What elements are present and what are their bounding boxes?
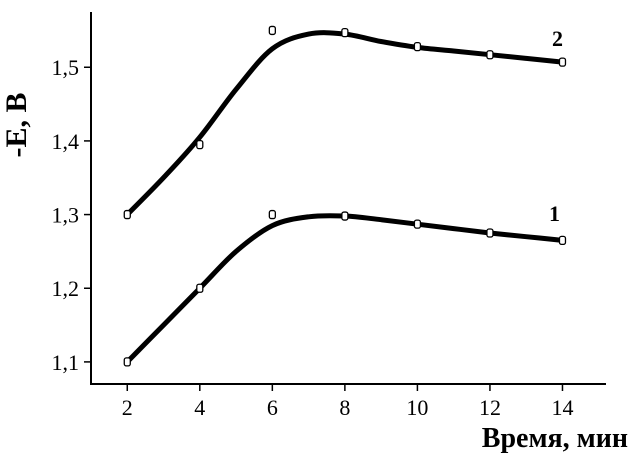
y-tick-label: 1,3 <box>52 203 80 228</box>
y-tick-label: 1,2 <box>52 276 80 301</box>
axes <box>90 12 606 385</box>
x-tick-label: 4 <box>194 395 205 420</box>
data-point-series-2 <box>413 41 422 52</box>
y-tick-label: 1,5 <box>52 55 80 80</box>
series-markers <box>123 25 567 367</box>
data-point-series-1 <box>196 283 204 293</box>
x-tick-label: 2 <box>122 395 133 420</box>
x-axis-title: Время, мин <box>482 423 628 454</box>
series-curves <box>124 30 565 365</box>
series-label-1: 1 <box>549 201 560 226</box>
series-line-1 <box>124 213 565 365</box>
data-point-series-2 <box>341 27 349 38</box>
series-label-2: 2 <box>552 26 563 51</box>
y-axis-title: -E, В <box>0 92 33 157</box>
x-tick-label: 6 <box>267 395 278 420</box>
data-point-series-2 <box>558 57 567 67</box>
x-tick-label: 10 <box>406 395 428 420</box>
data-point-series-1 <box>486 228 494 238</box>
data-point-series-1 <box>413 219 422 229</box>
data-point-series-2 <box>268 25 276 36</box>
data-point-series-2 <box>486 50 494 60</box>
data-point-series-1 <box>268 209 276 220</box>
data-point-series-1 <box>558 235 567 246</box>
data-point-series-2 <box>123 209 131 220</box>
y-tick-label: 1,1 <box>52 350 80 375</box>
data-point-series-2 <box>196 139 204 150</box>
series-line-2 <box>124 30 565 218</box>
x-tick-label: 12 <box>479 395 501 420</box>
data-point-series-1 <box>123 357 131 367</box>
x-tick-label: 8 <box>339 395 350 420</box>
ticks: 2 4 6 8 10 12 14 1,1 1,2 1,3 1,4 1,5 <box>52 55 574 420</box>
data-point-series-1 <box>341 211 349 221</box>
x-tick-label: 14 <box>551 395 573 420</box>
y-tick-label: 1,4 <box>52 129 80 154</box>
